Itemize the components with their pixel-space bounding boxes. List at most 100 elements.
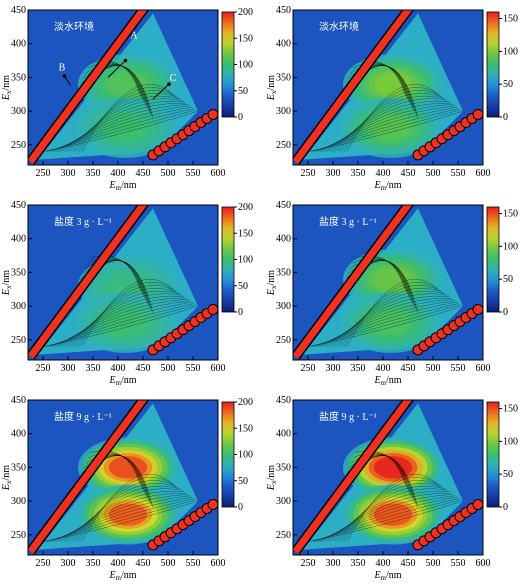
eem-panel: 250 300 350 400 450 500 550 600 250 300 350 400 450 E… bbox=[265, 0, 530, 195]
contour-line bbox=[343, 477, 440, 542]
panel-title: 盐度 9 g · L⁻¹ bbox=[319, 410, 377, 423]
x-axis-label: Em/nm bbox=[373, 570, 401, 582]
eem-panel-svg: 250 300 350 400 450 500 550 600250300350400450E… bbox=[1, 395, 253, 582]
contour-line bbox=[63, 100, 185, 152]
y-tick-label: 450 bbox=[276, 200, 291, 211]
contour-line bbox=[325, 102, 452, 152]
contour-line bbox=[346, 279, 438, 347]
y-tick-label: 300 bbox=[11, 301, 26, 312]
contour-line bbox=[81, 84, 173, 152]
plot-frame bbox=[292, 204, 484, 361]
contour-line bbox=[319, 105, 456, 152]
x-tick-label: 300 bbox=[61, 558, 76, 569]
contour-line bbox=[90, 255, 140, 289]
contour-line bbox=[343, 282, 440, 347]
rayleigh-band bbox=[293, 205, 413, 359]
colorbar-tick-label: 100 bbox=[238, 60, 253, 71]
peak-annotation: B bbox=[59, 63, 66, 74]
contour-line bbox=[334, 485, 446, 542]
x-tick-label: 600 bbox=[211, 168, 226, 179]
x-tick-label: 500 bbox=[161, 168, 176, 179]
contour-line bbox=[78, 477, 175, 542]
eem-panel-svg: 250 300 350 400 450 500 550 600250300350400450E… bbox=[266, 200, 518, 387]
y-tick-label: 250 bbox=[276, 530, 291, 541]
x-tick-label: 250 bbox=[301, 558, 316, 569]
colorbar-tick-label: 100 bbox=[238, 255, 253, 266]
x-tick-label: 600 bbox=[476, 558, 491, 569]
x-tick-label: 550 bbox=[451, 558, 466, 569]
contour-line bbox=[75, 480, 177, 542]
colorbar-tick-label: 0 bbox=[503, 502, 508, 513]
contour-line bbox=[75, 90, 177, 152]
y-tick-label: 250 bbox=[11, 530, 26, 541]
colorbar-tick-label: 100 bbox=[238, 450, 253, 461]
y-tick-label: 350 bbox=[11, 72, 26, 83]
rayleigh-band bbox=[28, 205, 148, 359]
colorbar-tick-label: 150 bbox=[238, 33, 253, 44]
annotation-arrow-head bbox=[62, 74, 67, 78]
colorbar-tick-label: 0 bbox=[238, 112, 243, 123]
y-tick-label: 250 bbox=[11, 140, 26, 151]
y-tick-label: 300 bbox=[11, 496, 26, 507]
annotation-arrow bbox=[152, 83, 170, 100]
y-axis-label: Ex/nm bbox=[266, 75, 278, 101]
second-order-scatter bbox=[207, 303, 218, 315]
x-tick-label: 250 bbox=[36, 168, 51, 179]
y-tick-label: 400 bbox=[276, 429, 291, 440]
intensity-peak bbox=[371, 311, 410, 335]
contour-line bbox=[328, 490, 450, 542]
contour-line bbox=[322, 299, 454, 347]
colorbar-tick-label: 50 bbox=[503, 274, 513, 285]
rayleigh-band bbox=[293, 10, 413, 164]
contour-line bbox=[343, 87, 440, 152]
peak-annotation: A bbox=[130, 30, 138, 41]
plot-frame bbox=[27, 204, 219, 361]
y-tick-label: 350 bbox=[276, 462, 291, 473]
y-tick-label: 250 bbox=[11, 335, 26, 346]
colorbar-tick-label: 50 bbox=[238, 281, 248, 292]
y-tick-label: 350 bbox=[11, 267, 26, 278]
colorbar bbox=[486, 401, 500, 508]
contour-line bbox=[63, 295, 185, 347]
x-tick-label: 450 bbox=[401, 558, 416, 569]
contour-line bbox=[57, 299, 189, 347]
x-axis-label: Em/nm bbox=[373, 375, 401, 387]
y-tick-label: 450 bbox=[276, 5, 291, 16]
x-tick-label: 450 bbox=[136, 168, 151, 179]
contour-line bbox=[72, 288, 179, 347]
contour-line bbox=[331, 488, 448, 542]
contour-line bbox=[60, 102, 187, 152]
x-tick-label: 250 bbox=[301, 168, 316, 179]
colorbar-tick-label: 50 bbox=[238, 86, 248, 97]
eem-panel: 250 300 350 400 450 500 550 600 250 300 350 400 450 E… bbox=[0, 390, 265, 585]
contour-line bbox=[60, 492, 187, 542]
contour-line bbox=[325, 492, 452, 542]
contour-line bbox=[331, 98, 448, 152]
eem-panel-svg: 250 300 350 400 450 500 550 600250300350400450E… bbox=[1, 5, 253, 192]
y-tick-label: 300 bbox=[11, 106, 26, 117]
contour-line bbox=[337, 288, 444, 347]
rayleigh-band bbox=[28, 400, 148, 554]
contour-line bbox=[69, 95, 181, 152]
x-tick-label: 300 bbox=[326, 168, 341, 179]
y-axis-label: Ex/nm bbox=[1, 465, 13, 491]
x-tick-label: 350 bbox=[86, 363, 101, 374]
x-tick-label: 550 bbox=[186, 168, 201, 179]
colorbar bbox=[221, 401, 235, 508]
contour-line bbox=[90, 60, 140, 94]
colorbar-tick-label: 150 bbox=[503, 209, 518, 220]
y-tick-label: 450 bbox=[11, 395, 26, 406]
x-tick-label: 350 bbox=[86, 558, 101, 569]
y-tick-label: 250 bbox=[276, 140, 291, 151]
y-axis-label: Ex/nm bbox=[266, 465, 278, 491]
colorbar-tick-label: 50 bbox=[238, 476, 248, 487]
intensity-peak bbox=[371, 116, 410, 140]
x-tick-label: 450 bbox=[401, 168, 416, 179]
eem-panel-svg: 250 300 350 400 450 500 550 600250300350400450E… bbox=[266, 395, 518, 582]
contour-line bbox=[78, 87, 175, 152]
y-tick-label: 400 bbox=[276, 234, 291, 245]
x-tick-label: 450 bbox=[401, 363, 416, 374]
contour-line bbox=[63, 490, 185, 542]
x-tick-label: 450 bbox=[136, 363, 151, 374]
x-axis-label: Em/nm bbox=[108, 375, 136, 387]
